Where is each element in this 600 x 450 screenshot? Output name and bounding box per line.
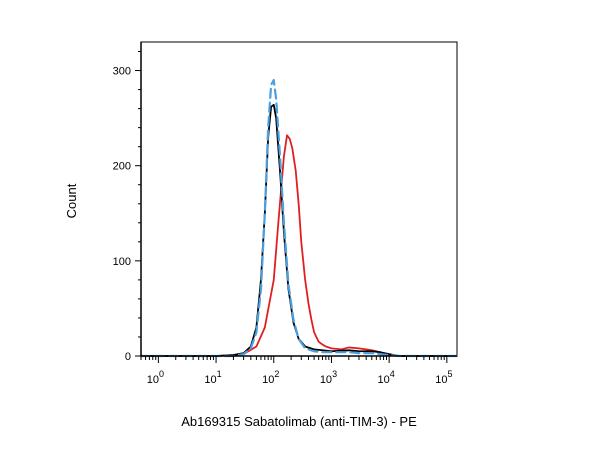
x-tick-label: 101 bbox=[204, 369, 221, 386]
series-layer bbox=[139, 78, 459, 358]
y-tick-label: 100 bbox=[113, 256, 131, 268]
x-axis-title: Ab169315 Sabatolimab (anti-TIM-3) - PE bbox=[181, 414, 417, 429]
y-axis-title: Count bbox=[64, 183, 79, 218]
y-tick-label: 0 bbox=[125, 351, 131, 363]
series-line-3 bbox=[139, 78, 459, 358]
series-line-1 bbox=[141, 134, 457, 357]
x-ticks: 100 101 102 103 104 105 bbox=[140, 356, 452, 386]
x-tick-label: 102 bbox=[262, 369, 279, 386]
y-ticks: 0 100 200 300 bbox=[113, 51, 141, 363]
series-line-2 bbox=[141, 103, 457, 357]
x-tick-label: 105 bbox=[435, 369, 452, 386]
x-tick-label: 104 bbox=[378, 369, 395, 386]
x-tick-label: 100 bbox=[147, 369, 164, 386]
x-tick-label: 103 bbox=[320, 369, 337, 386]
y-tick-label: 200 bbox=[113, 161, 131, 173]
y-tick-label: 300 bbox=[113, 66, 131, 78]
